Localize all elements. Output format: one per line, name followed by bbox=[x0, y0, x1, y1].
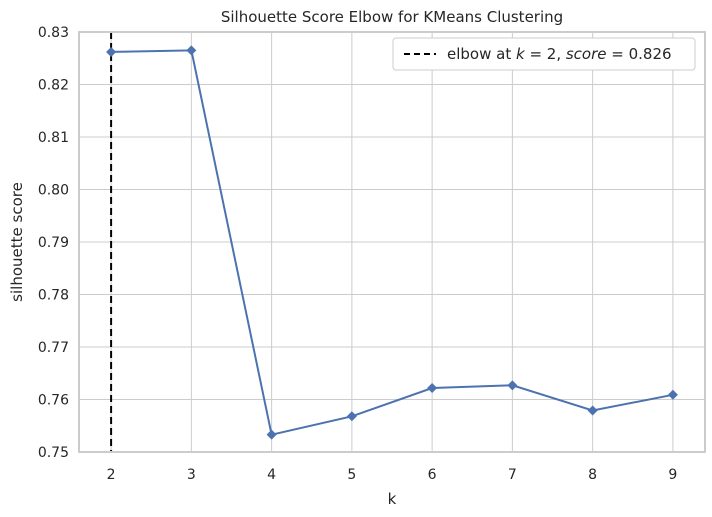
legend: elbow at k = 2, score = 0.826 bbox=[392, 37, 696, 71]
data-point-k4 bbox=[266, 429, 277, 440]
legend-box bbox=[392, 37, 696, 71]
data-point-k5 bbox=[346, 411, 357, 422]
y-tick-label-8: 0.83 bbox=[38, 25, 69, 41]
grid bbox=[79, 31, 705, 453]
y-tick-label-3: 0.78 bbox=[38, 288, 69, 304]
x-tick-label-4: 6 bbox=[428, 467, 437, 483]
y-tick-label-7: 0.82 bbox=[38, 78, 69, 94]
legend-label: elbow at k = 2, score = 0.826 bbox=[447, 45, 672, 63]
x-tick-label-6: 8 bbox=[588, 467, 597, 483]
series-line bbox=[111, 49, 674, 436]
x-tick-label-2: 4 bbox=[267, 467, 276, 483]
plot-frame bbox=[78, 31, 706, 453]
y-tick-label-1: 0.76 bbox=[38, 393, 69, 409]
data-point-k3 bbox=[186, 45, 197, 56]
x-axis-label: k bbox=[388, 490, 397, 508]
y-ticks: 0.75 0.76 0.77 0.78 0.79 0.80 0.81 0.82 0.83 bbox=[38, 25, 69, 461]
y-tick-label-2: 0.77 bbox=[38, 340, 69, 356]
series-silhouette bbox=[106, 45, 678, 440]
data-point-k7 bbox=[507, 380, 518, 391]
data-point-k2 bbox=[106, 46, 117, 57]
x-tick-label-3: 5 bbox=[347, 467, 356, 483]
y-tick-label-5: 0.80 bbox=[38, 183, 69, 199]
chart-title: Silhouette Score Elbow for KMeans Cluste… bbox=[221, 8, 563, 26]
x-tick-label-1: 3 bbox=[187, 467, 196, 483]
data-point-k8 bbox=[587, 405, 598, 416]
y-tick-label-0: 0.75 bbox=[38, 445, 69, 461]
x-ticks: 2 3 4 5 6 7 8 9 bbox=[107, 467, 678, 483]
data-point-k9 bbox=[667, 389, 678, 400]
y-tick-label-6: 0.81 bbox=[38, 130, 69, 146]
data-point-k6 bbox=[427, 382, 438, 393]
y-tick-label-4: 0.79 bbox=[38, 235, 69, 251]
x-tick-label-0: 2 bbox=[107, 467, 116, 483]
y-axis-label: silhouette score bbox=[8, 182, 26, 302]
x-tick-label-5: 7 bbox=[508, 467, 517, 483]
x-tick-label-7: 9 bbox=[668, 467, 677, 483]
